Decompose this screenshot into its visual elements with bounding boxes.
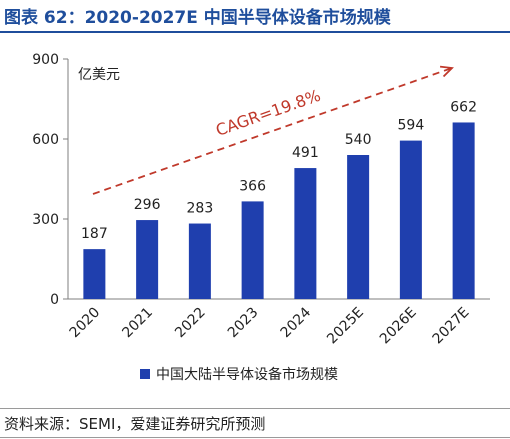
title-rule <box>0 31 510 33</box>
y-tick-label: 900 <box>32 52 59 68</box>
bar <box>347 155 370 299</box>
bottom-rule <box>0 437 510 438</box>
bar <box>136 220 159 299</box>
x-tick-label: 2026E <box>377 305 420 348</box>
bar <box>188 223 211 299</box>
data-label: 296 <box>134 197 161 213</box>
x-tick-label: 2024 <box>278 304 315 341</box>
trend-arrow-line <box>92 67 453 195</box>
data-label: 187 <box>81 226 108 242</box>
data-label: 540 <box>345 132 372 148</box>
x-tick-label: 2027E <box>430 305 473 348</box>
x-tick-label: 2023 <box>225 305 262 342</box>
x-tick-label: 2025E <box>324 305 367 348</box>
x-tick-label: 2020 <box>67 305 104 342</box>
data-label: 594 <box>398 118 425 134</box>
data-label: 491 <box>292 145 319 161</box>
legend-swatch <box>140 369 150 379</box>
data-label: 366 <box>239 178 266 194</box>
figure-title: 图表 62：2020-2027E 中国半导体设备市场规模 <box>4 8 391 28</box>
legend-label: 中国大陆半导体设备市场规模 <box>156 366 338 383</box>
bar <box>294 168 317 299</box>
trend-arrow-head <box>439 65 454 78</box>
y-tick-label: 0 <box>50 292 59 308</box>
source-note: 资料来源：SEMI，爱建证券研究所预测 <box>4 415 266 433</box>
y-tick-label: 600 <box>32 132 59 148</box>
unit-label: 亿美元 <box>78 67 120 83</box>
x-tick-label: 2022 <box>172 305 209 342</box>
bar <box>241 201 264 299</box>
y-tick-label: 300 <box>32 212 59 228</box>
bar <box>83 249 106 299</box>
bar <box>452 122 475 299</box>
bar <box>399 140 422 299</box>
x-tick-label: 2021 <box>119 305 156 342</box>
data-label: 283 <box>187 201 214 217</box>
data-label: 662 <box>450 99 477 115</box>
source-rule <box>0 408 510 409</box>
bar-chart: 0 300 600 900 亿美元 187 2020 296 2021 283 2022 366 202… <box>32 52 490 383</box>
